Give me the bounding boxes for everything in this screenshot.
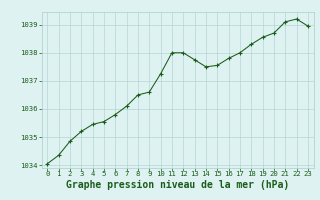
X-axis label: Graphe pression niveau de la mer (hPa): Graphe pression niveau de la mer (hPa) (66, 180, 289, 190)
